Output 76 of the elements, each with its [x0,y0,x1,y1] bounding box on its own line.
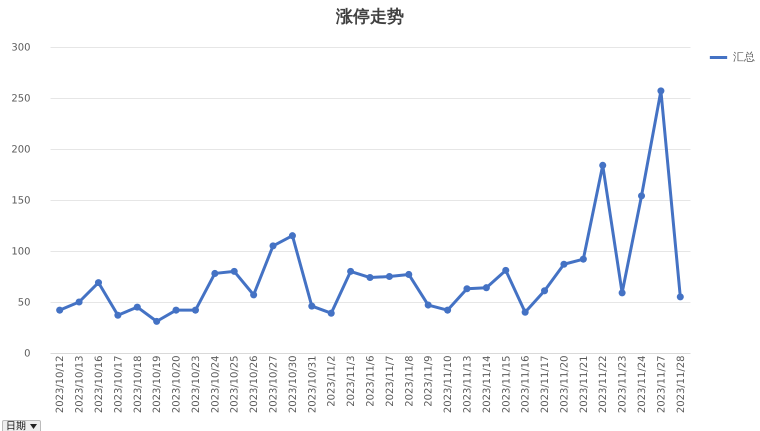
x-tick-label: 2023/10/18 [132,356,144,414]
x-tick-label: 2023/11/21 [578,356,590,414]
point [76,298,83,306]
x-tick-label: 2023/11/3 [346,356,358,407]
y-tick-label: 150 [11,196,30,206]
x-tick-label: 2023/11/24 [637,356,648,414]
x-tick-label: 2023/10/13 [74,356,86,414]
point [463,285,471,292]
y-tick-label: 200 [11,144,30,156]
x-tick-label: 2023/10/27 [268,356,280,414]
x-tick-label: 2023/10/31 [307,356,318,414]
point [444,306,452,314]
x-tick-label: 2023/10/24 [210,356,222,414]
y-tick-label: 0 [24,348,30,360]
point [308,302,316,310]
x-tick-label: 2023/10/23 [190,356,202,414]
point [580,256,587,263]
point [153,318,160,325]
point [134,304,141,311]
x-tick-label: 2023/11/10 [443,356,454,414]
x-tick-label: 2023/11/16 [520,356,532,414]
point [328,310,335,317]
point [230,268,238,275]
point [347,268,354,275]
x-tick-label: 2023/10/20 [172,356,183,414]
point [94,279,102,286]
filter-button: 日期 [2,420,41,431]
y-tick-label: 50 [18,298,30,308]
point [288,232,296,240]
point [114,312,122,319]
point [405,270,412,278]
x-tick-label: 2023/10/26 [249,356,260,414]
point [211,270,218,277]
point [638,192,646,200]
point [172,306,180,314]
x-tick-label: 2023/10/16 [94,356,105,414]
point [676,293,684,300]
x-tick-label: 2023/10/19 [152,356,164,414]
point [541,287,548,294]
x-tick-label: 2023/11/13 [462,356,474,414]
y-tick-label: 250 [11,94,30,104]
y-tick-label: 100 [11,246,30,258]
point [560,260,568,268]
legend-label: 汇总 [733,50,755,64]
x-tick-label: 2023/11/15 [501,356,512,414]
x-tick-label: 2023/11/7 [384,356,396,407]
x-tick-label: 2023/10/25 [230,356,241,414]
x-tick-label: 2023/11/20 [559,356,570,414]
point [56,306,64,314]
x-tick-label: 2023/10/17 [113,356,124,414]
point [386,272,393,280]
x-tick-label: 2023/11/17 [540,356,552,414]
point [657,87,664,94]
point [269,242,277,250]
point [192,306,199,314]
point [424,302,432,309]
point [250,291,258,298]
y-tick-label: 300 [11,42,30,54]
x-tick-label: 2023/11/28 [676,356,687,414]
point [482,284,490,292]
x-tick-label: 2023/11/14 [482,356,493,414]
chart-title: 涨停走势 [335,7,404,27]
point [522,308,529,316]
x-tick-label: 2023/11/27 [656,356,668,414]
point [366,274,374,282]
x-tick-label: 2023/11/23 [618,356,629,414]
point [599,162,606,169]
x-tick-label: 2023/11/8 [404,356,416,407]
x-tick-label: 2023/10/30 [288,356,299,414]
x-tick-label: 2023/11/2 [326,356,338,407]
x-tick-label: 2023/11/22 [598,356,610,414]
x-tick-label: 2023/11/6 [366,356,376,407]
x-tick-label: 2023/10/12 [55,356,66,414]
point [618,289,626,296]
point [502,266,510,274]
x-tick-label: 2023/11/9 [424,356,435,407]
